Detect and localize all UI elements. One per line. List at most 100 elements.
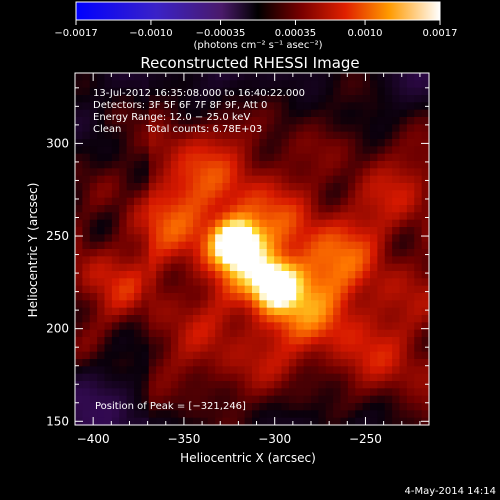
heatmap-cell [200, 131, 209, 140]
heatmap-cell [399, 249, 408, 257]
heatmap-cell [370, 388, 378, 397]
heatmap-cell [193, 234, 201, 243]
heatmap-cell [237, 293, 246, 301]
heatmap-cell [222, 410, 231, 419]
heatmap-cell [421, 322, 430, 331]
heatmap-cell [215, 329, 224, 338]
heatmap-cell [82, 175, 91, 184]
heatmap-cell [288, 278, 297, 287]
heatmap-cell [75, 153, 83, 162]
heatmap-cell [318, 161, 327, 169]
heatmap-cell [274, 124, 283, 133]
heatmap-cell [141, 131, 150, 140]
heatmap-cell [185, 95, 194, 103]
heatmap-cell [377, 95, 386, 103]
heatmap-image [75, 73, 430, 426]
heatmap-cell [229, 205, 238, 213]
heatmap-cell [333, 205, 342, 213]
heatmap-cell [170, 73, 179, 81]
heatmap-cell [207, 131, 216, 140]
heatmap-cell [193, 329, 201, 338]
heatmap-cell [406, 278, 415, 287]
heatmap-cell [237, 249, 246, 257]
heatmap-cell [318, 87, 327, 96]
heatmap-cell [104, 183, 113, 191]
heatmap-cell [281, 183, 290, 191]
heatmap-cell [414, 395, 423, 404]
heatmap-cell [406, 95, 415, 103]
heatmap-cell [377, 249, 386, 257]
heatmap-cell [82, 322, 91, 331]
heatmap-cell [185, 212, 194, 221]
heatmap-cell [163, 80, 172, 89]
heatmap-cell [355, 87, 364, 96]
heatmap-cell [215, 373, 224, 382]
heatmap-cell [178, 271, 187, 279]
heatmap-cell [119, 131, 128, 140]
heatmap-cell [111, 175, 120, 184]
heatmap-cell [252, 161, 260, 169]
heatmap-cell [281, 95, 290, 103]
heatmap-cell [333, 139, 342, 147]
heatmap-cell [370, 234, 378, 243]
heatmap-cell [244, 395, 253, 404]
heatmap-cell [377, 146, 386, 155]
heatmap-cell [170, 190, 179, 199]
heatmap-cell [89, 227, 98, 235]
heatmap-cell [193, 307, 201, 316]
heatmap-cell [126, 131, 135, 140]
heatmap-cell [104, 307, 113, 316]
heatmap-cell [148, 117, 157, 125]
heatmap-cell [384, 124, 393, 133]
heatmap-cell [229, 146, 238, 155]
heatmap-cell [111, 249, 120, 257]
heatmap-cell [215, 234, 224, 243]
heatmap-cell [296, 117, 305, 125]
heatmap-cell [244, 153, 253, 162]
heatmap-cell [185, 190, 194, 199]
heatmap-cell [244, 373, 253, 382]
heatmap-cell [141, 241, 150, 250]
heatmap-cell [215, 241, 224, 250]
heatmap-cell [200, 322, 209, 331]
heatmap-cell [244, 175, 253, 184]
heatmap-cell [259, 329, 268, 338]
heatmap-cell [200, 359, 209, 367]
heatmap-cell [244, 366, 253, 375]
heatmap-cell [340, 395, 349, 404]
heatmap-cell [421, 373, 430, 382]
heatmap-cell [148, 381, 157, 389]
heatmap-cell [318, 285, 327, 294]
heatmap-cell [311, 131, 319, 140]
heatmap-cell [244, 117, 253, 125]
heatmap-cell [288, 175, 297, 184]
heatmap-cell [207, 249, 216, 257]
heatmap-cell [244, 205, 253, 213]
heatmap-cell [75, 175, 83, 184]
heatmap-cell [126, 183, 135, 191]
heatmap-cell [392, 293, 401, 301]
heatmap-cell [141, 300, 150, 309]
heatmap-cell [104, 359, 113, 367]
heatmap-cell [399, 161, 408, 169]
heatmap-cell [156, 80, 165, 89]
heatmap-cell [266, 351, 275, 360]
heatmap-cell [178, 227, 187, 235]
heatmap-cell [399, 168, 408, 177]
heatmap-cell [75, 234, 83, 243]
heatmap-cell [104, 373, 113, 382]
heatmap-cell [82, 73, 91, 81]
heatmap-cell [215, 212, 224, 221]
heatmap-cell [126, 190, 135, 199]
heatmap-cell [318, 139, 327, 147]
heatmap-cell [207, 168, 216, 177]
heatmap-cell [377, 131, 386, 140]
heatmap-cell [126, 285, 135, 294]
heatmap-cell [148, 417, 157, 426]
heatmap-cell [148, 168, 157, 177]
heatmap-cell [362, 381, 371, 389]
heatmap-cell [281, 102, 290, 111]
heatmap-cell [288, 80, 297, 89]
heatmap-cell [370, 161, 378, 169]
